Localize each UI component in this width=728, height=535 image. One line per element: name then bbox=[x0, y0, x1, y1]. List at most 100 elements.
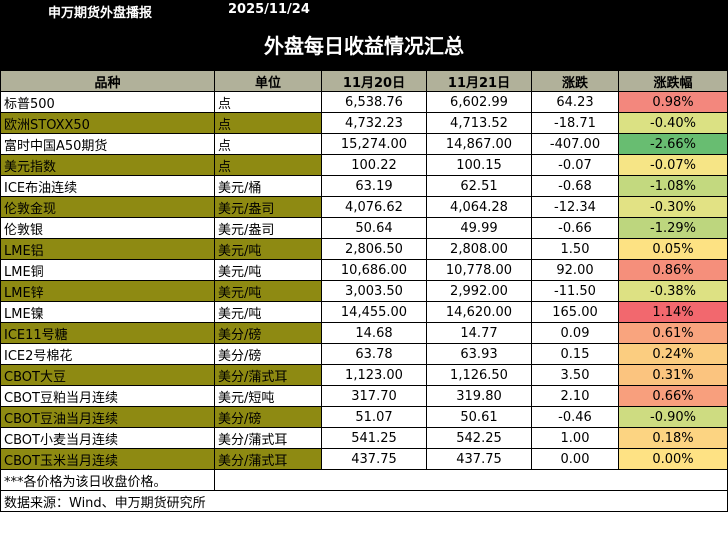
price-nov20: 14,455.00 bbox=[321, 301, 427, 323]
price-change: 2.10 bbox=[531, 385, 619, 407]
price-change: 0.15 bbox=[531, 343, 619, 365]
col-header-name: 品种 bbox=[0, 70, 215, 92]
table-header-row: 品种 单位 11月20日 11月21日 涨跌 涨跌幅 bbox=[0, 70, 728, 92]
table-row: 伦敦银 美元/盎司 50.64 49.99 -0.66 -1.29% bbox=[0, 217, 728, 239]
price-change: 1.50 bbox=[531, 238, 619, 260]
commodity-name: LME铝 bbox=[0, 238, 215, 260]
price-change: -0.68 bbox=[531, 175, 619, 197]
price-nov21: 2,808.00 bbox=[426, 238, 532, 260]
unit-cell: 美元/吨 bbox=[214, 238, 322, 260]
table-row: CBOT玉米当月连续 美分/蒲式耳 437.75 437.75 0.00 0.00% bbox=[0, 448, 728, 470]
price-nov21: 6,602.99 bbox=[426, 91, 532, 113]
price-nov20: 14.68 bbox=[321, 322, 427, 344]
price-nov21: 14.77 bbox=[426, 322, 532, 344]
price-nov21: 63.93 bbox=[426, 343, 532, 365]
price-nov20: 51.07 bbox=[321, 406, 427, 428]
table-row: LME铝 美元/吨 2,806.50 2,808.00 1.50 0.05% bbox=[0, 238, 728, 260]
price-nov20: 541.25 bbox=[321, 427, 427, 449]
unit-cell: 美分/蒲式耳 bbox=[214, 448, 322, 470]
pct-change: -0.38% bbox=[618, 280, 728, 302]
price-nov21: 50.61 bbox=[426, 406, 532, 428]
pct-change: -0.40% bbox=[618, 112, 728, 134]
price-change: 165.00 bbox=[531, 301, 619, 323]
table-row: 标普500 点 6,538.76 6,602.99 64.23 0.98% bbox=[0, 91, 728, 113]
pct-change: 0.24% bbox=[618, 343, 728, 365]
unit-cell: 美元/吨 bbox=[214, 280, 322, 302]
price-nov20: 1,123.00 bbox=[321, 364, 427, 386]
price-nov21: 1,126.50 bbox=[426, 364, 532, 386]
unit-cell: 美分/磅 bbox=[214, 343, 322, 365]
commodity-name: CBOT小麦当月连续 bbox=[0, 427, 215, 449]
col-header-change: 涨跌 bbox=[531, 70, 619, 92]
brand-label: 申万期货外盘播报 bbox=[48, 6, 153, 21]
unit-cell: 美元/盎司 bbox=[214, 196, 322, 218]
pct-change: -1.08% bbox=[618, 175, 728, 197]
commodity-name: 富时中国A50期货 bbox=[0, 133, 215, 155]
table-row: 欧洲STOXX50 点 4,732.23 4,713.52 -18.71 -0.40% bbox=[0, 112, 728, 134]
price-nov20: 4,732.23 bbox=[321, 112, 427, 134]
price-nov20: 3,003.50 bbox=[321, 280, 427, 302]
report-date: 2025/11/24 bbox=[228, 2, 310, 17]
price-change: -11.50 bbox=[531, 280, 619, 302]
unit-cell: 美元/吨 bbox=[214, 301, 322, 323]
col-header-nov20: 11月20日 bbox=[321, 70, 427, 92]
header-bar: 申万期货外盘播报 2025/11/24 bbox=[0, 0, 728, 22]
commodity-name: LME铜 bbox=[0, 259, 215, 281]
pct-change: 0.61% bbox=[618, 322, 728, 344]
price-nov20: 10,686.00 bbox=[321, 259, 427, 281]
price-nov21: 62.51 bbox=[426, 175, 532, 197]
price-nov21: 4,713.52 bbox=[426, 112, 532, 134]
price-change: -0.46 bbox=[531, 406, 619, 428]
price-nov20: 50.64 bbox=[321, 217, 427, 239]
price-nov20: 15,274.00 bbox=[321, 133, 427, 155]
commodity-name: CBOT大豆 bbox=[0, 364, 215, 386]
table-row: 美元指数点 100.22 100.15 -0.07 -0.07% bbox=[0, 154, 728, 176]
price-nov20: 63.19 bbox=[321, 175, 427, 197]
unit-cell: 美元/短吨 bbox=[214, 385, 322, 407]
commodity-name: 欧洲STOXX50 bbox=[0, 112, 215, 134]
price-change: 3.50 bbox=[531, 364, 619, 386]
table-row: CBOT豆粕当月连续 美元/短吨 317.70 319.80 2.10 0.66% bbox=[0, 385, 728, 407]
footnote-blank bbox=[214, 469, 728, 491]
table-row: 伦敦金现 美元/盎司 4,076.62 4,064.28 -12.34 -0.30% bbox=[0, 196, 728, 218]
price-nov21: 14,867.00 bbox=[426, 133, 532, 155]
price-change: -0.07 bbox=[531, 154, 619, 176]
price-nov21: 10,778.00 bbox=[426, 259, 532, 281]
price-change: -407.00 bbox=[531, 133, 619, 155]
price-nov21: 542.25 bbox=[426, 427, 532, 449]
col-header-unit: 单位 bbox=[214, 70, 322, 92]
price-nov21: 319.80 bbox=[426, 385, 532, 407]
pct-change: 0.66% bbox=[618, 385, 728, 407]
pct-change: -0.30% bbox=[618, 196, 728, 218]
pct-change: 0.31% bbox=[618, 364, 728, 386]
unit-cell: 点 bbox=[214, 154, 322, 176]
price-nov21: 14,620.00 bbox=[426, 301, 532, 323]
pct-change: 0.00% bbox=[618, 448, 728, 470]
commodity-name: 标普500 bbox=[0, 91, 215, 113]
pct-change: 0.05% bbox=[618, 238, 728, 260]
source-row: 数据来源：Wind、申万期货研究所 bbox=[0, 490, 728, 512]
price-nov21: 4,064.28 bbox=[426, 196, 532, 218]
unit-cell: 点 bbox=[214, 133, 322, 155]
unit-cell: 美元/盎司 bbox=[214, 217, 322, 239]
pct-change: -0.07% bbox=[618, 154, 728, 176]
price-nov20: 437.75 bbox=[321, 448, 427, 470]
col-header-nov21: 11月21日 bbox=[426, 70, 532, 92]
price-change: 1.00 bbox=[531, 427, 619, 449]
pct-change: 0.98% bbox=[618, 91, 728, 113]
returns-table: 品种 单位 11月20日 11月21日 涨跌 涨跌幅 标普500 点 6,538.7… bbox=[0, 70, 728, 512]
pct-change: 0.86% bbox=[618, 259, 728, 281]
price-change: 92.00 bbox=[531, 259, 619, 281]
commodity-name: 美元指数 bbox=[0, 154, 215, 176]
price-nov20: 63.78 bbox=[321, 343, 427, 365]
pct-change: -2.66% bbox=[618, 133, 728, 155]
commodity-name: LME锌 bbox=[0, 280, 215, 302]
unit-cell: 美元/吨 bbox=[214, 259, 322, 281]
footnote-row: ***各价格为该日收盘价格。 bbox=[0, 469, 728, 491]
price-change: 64.23 bbox=[531, 91, 619, 113]
commodity-name: CBOT玉米当月连续 bbox=[0, 448, 215, 470]
price-nov20: 2,806.50 bbox=[321, 238, 427, 260]
table-row: 富时中国A50期货点 15,274.00 14,867.00 -407.00 -2.66… bbox=[0, 133, 728, 155]
price-nov20: 317.70 bbox=[321, 385, 427, 407]
